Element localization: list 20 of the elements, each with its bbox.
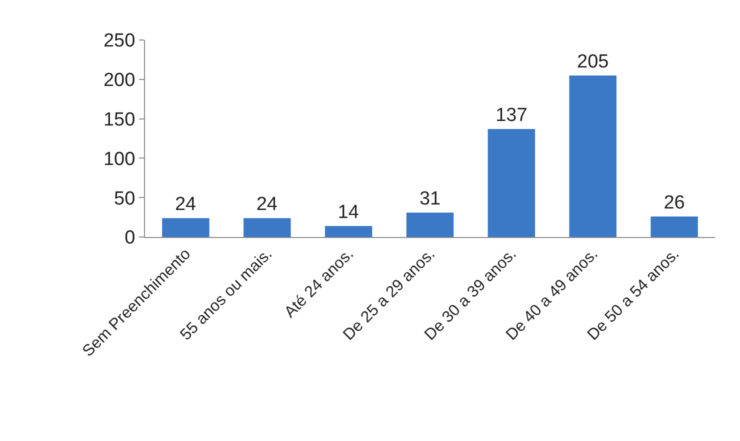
y-tick-label: 200 xyxy=(103,70,136,92)
bar xyxy=(569,75,616,237)
bar xyxy=(324,226,372,237)
data-label: 24 xyxy=(256,194,278,216)
y-tick-label: 150 xyxy=(103,109,136,130)
data-label: 24 xyxy=(174,194,196,216)
bar xyxy=(406,212,454,237)
data-label: 14 xyxy=(338,202,360,223)
data-label: 205 xyxy=(577,51,609,72)
y-tick-label: 100 xyxy=(103,148,136,170)
y-tick-label: 250 xyxy=(103,30,136,52)
bar xyxy=(162,218,210,237)
bar xyxy=(244,218,291,237)
bar xyxy=(488,129,536,237)
y-tick-label: 0 xyxy=(124,228,136,249)
y-tick-label: 50 xyxy=(114,188,136,210)
data-label: 26 xyxy=(664,192,685,214)
bar xyxy=(650,216,698,237)
data-label: 31 xyxy=(419,188,441,210)
data-label: 137 xyxy=(496,105,528,126)
